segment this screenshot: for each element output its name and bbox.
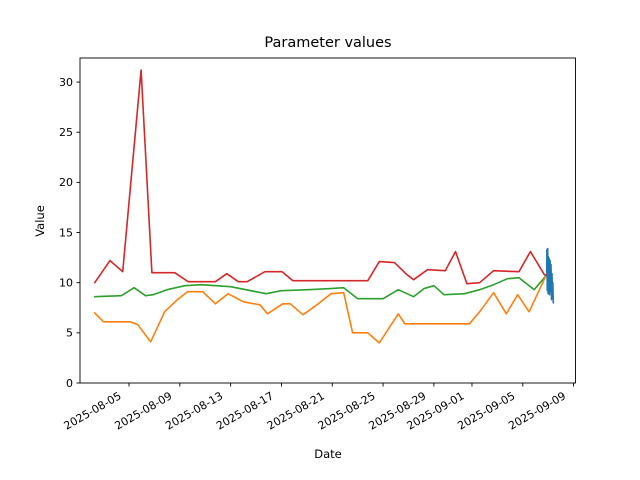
y-tick-label: 25 bbox=[59, 126, 73, 139]
axes-frame bbox=[79, 57, 576, 384]
y-tick-label: 20 bbox=[59, 176, 73, 189]
series-blue-line bbox=[545, 247, 555, 304]
y-tick-label: 0 bbox=[66, 377, 73, 390]
y-tick-label: 30 bbox=[59, 76, 73, 89]
series-red-line bbox=[93, 69, 549, 285]
x-axis-label: Date bbox=[314, 447, 342, 461]
series-green-line bbox=[93, 273, 548, 300]
series-orange-line bbox=[93, 272, 548, 344]
x-tick-label: 2025-09-09 bbox=[506, 389, 568, 432]
y-tick-label: 5 bbox=[66, 327, 73, 340]
y-tick-label: 15 bbox=[59, 226, 73, 239]
chart-title: Parameter values bbox=[264, 35, 392, 51]
y-tick-label: 10 bbox=[59, 276, 73, 289]
